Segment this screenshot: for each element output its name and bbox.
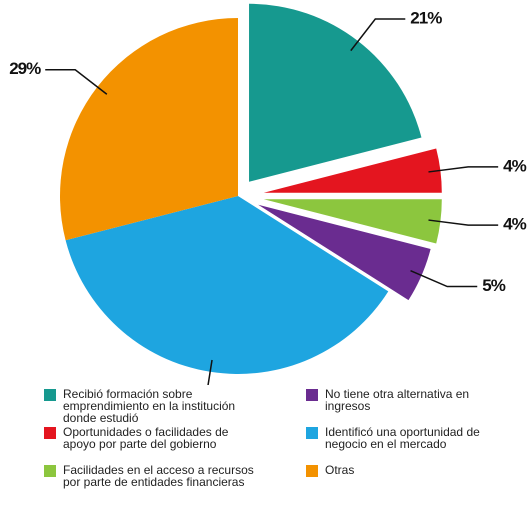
leader-line (428, 166, 499, 173)
data-label: 5% (482, 276, 505, 295)
pie-slice (59, 18, 239, 241)
legend-label: Oportunidades o facilidades de apoyo por… (63, 425, 229, 451)
data-label: 21% (410, 8, 442, 27)
pie-slice (249, 3, 422, 182)
leader-line (207, 359, 213, 385)
pie-slice (65, 196, 389, 375)
legend-item: Recibió formación sobre emprendimiento e… (44, 388, 306, 426)
chart: 21%4%4%5%37%29% (9, 3, 528, 385)
leader-line (428, 219, 499, 226)
legend-item: Identificó una oportunidad de negocio en… (306, 426, 516, 464)
pie-slice (263, 148, 442, 193)
leader-line (350, 18, 406, 52)
legend-label: Facilidades en el acceso a recursos por … (63, 463, 254, 489)
leader-line (410, 269, 478, 288)
legend-item: Oportunidades o facilidades de apoyo por… (44, 426, 306, 464)
legend-swatch (306, 389, 318, 401)
data-label: 4% (503, 156, 526, 175)
legend-swatch (44, 389, 56, 401)
legend-swatch (306, 465, 318, 477)
legend-item: No tiene otra alternativa en ingresos (306, 388, 516, 426)
legend: Recibió formación sobre emprendimiento e… (44, 388, 524, 500)
legend-swatch (306, 427, 318, 439)
legend-label: Otras (325, 463, 355, 477)
data-label: 4% (503, 215, 526, 234)
legend-swatch (44, 427, 56, 439)
leader-line (45, 68, 108, 95)
legend-item: Otras (306, 464, 516, 500)
pie-slice (258, 204, 431, 301)
legend-item: Facilidades en el acceso a recursos por … (44, 464, 306, 500)
legend-label: No tiene otra alternativa en ingresos (325, 387, 470, 413)
legend-swatch (44, 465, 56, 477)
legend-label: Recibió formación sobre emprendimiento e… (63, 387, 236, 425)
legend-label: Identificó una oportunidad de negocio en… (325, 425, 480, 451)
pie-slice (263, 199, 442, 244)
data-label: 29% (9, 59, 41, 78)
